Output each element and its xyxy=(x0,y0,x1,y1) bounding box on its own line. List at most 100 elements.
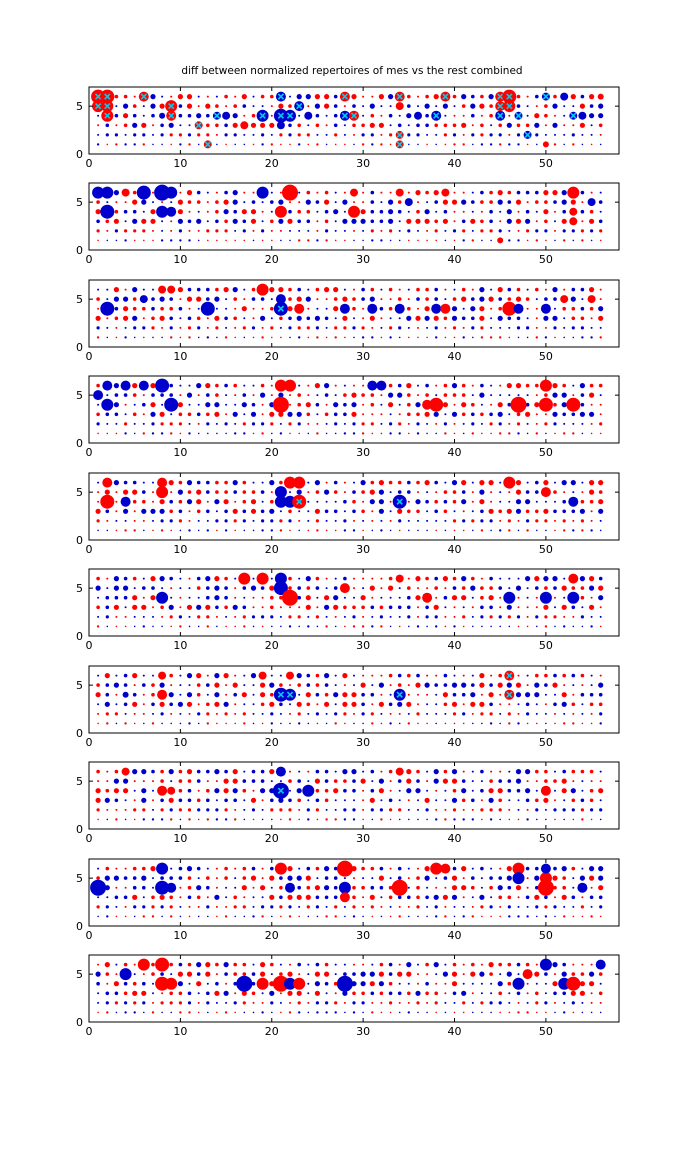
grid-dot xyxy=(517,336,520,339)
grid-dot xyxy=(371,877,374,880)
grid-dot xyxy=(572,336,575,339)
grid-dot xyxy=(480,595,484,600)
grid-dot xyxy=(115,519,118,522)
grid-dot xyxy=(196,383,202,389)
grid-dot xyxy=(398,587,401,590)
grid-dot xyxy=(224,605,228,610)
grid-dot xyxy=(114,412,119,417)
grid-dot xyxy=(132,595,138,601)
grid-dot xyxy=(360,981,366,987)
grid-dot xyxy=(397,200,402,204)
grid-dot xyxy=(471,915,474,918)
grid-dot xyxy=(334,143,337,146)
grid-dot xyxy=(561,866,567,872)
data-point xyxy=(92,186,105,199)
grid-dot xyxy=(352,104,356,108)
grid-dot xyxy=(343,412,347,417)
grid-dot xyxy=(580,209,585,214)
grid-dot xyxy=(452,297,457,301)
grid-dot xyxy=(152,877,154,880)
grid-dot xyxy=(471,94,475,99)
data-point xyxy=(156,862,169,875)
x-tick-label: 50 xyxy=(539,832,553,845)
grid-dot xyxy=(517,818,520,821)
grid-dot xyxy=(471,770,474,773)
x-tick-label: 20 xyxy=(265,639,279,652)
grid-dot xyxy=(142,1001,146,1005)
data-points xyxy=(93,378,581,413)
grid-dot xyxy=(526,317,529,320)
grid-dot xyxy=(279,895,283,900)
data-point xyxy=(568,496,579,507)
grid-dot xyxy=(124,1001,128,1005)
grid-dot xyxy=(343,779,347,783)
grid-dot xyxy=(186,190,193,196)
grid-dot xyxy=(270,219,274,224)
grid-dot xyxy=(316,703,319,706)
grid-dot xyxy=(270,143,273,146)
grid-dot xyxy=(306,885,311,890)
grid-dot xyxy=(243,114,246,117)
grid-dot xyxy=(132,866,137,871)
grid-dot xyxy=(160,133,164,137)
grid-dot xyxy=(314,981,320,987)
grid-dot xyxy=(480,712,484,716)
grid-dot xyxy=(260,392,266,398)
grid-dot xyxy=(417,95,419,98)
grid-dot xyxy=(214,411,220,417)
grid-dot xyxy=(105,683,110,687)
grid-dot xyxy=(517,432,520,435)
grid-dot xyxy=(97,1011,99,1014)
grid-dot xyxy=(261,229,265,233)
grid-dot xyxy=(590,432,593,435)
grid-dot xyxy=(599,1011,602,1014)
grid-dot xyxy=(508,114,511,117)
grid-dot xyxy=(434,576,439,581)
grid-dot xyxy=(344,336,346,339)
grid-dot xyxy=(133,143,136,146)
grid-dot xyxy=(470,103,476,109)
grid-dot xyxy=(453,674,456,677)
grid-dot xyxy=(333,604,339,610)
grid-dot xyxy=(206,336,209,339)
grid-dot xyxy=(499,210,502,213)
grid-dot xyxy=(333,480,338,485)
grid-dot xyxy=(553,808,557,812)
grid-dot xyxy=(150,209,156,215)
grid-dot xyxy=(106,722,109,725)
grid-dot xyxy=(197,133,201,137)
grid-dot xyxy=(271,336,273,339)
grid-dot xyxy=(270,133,273,136)
grid-dot xyxy=(197,422,200,425)
grid-dot xyxy=(104,797,110,803)
grid-dot xyxy=(188,982,191,985)
dot-grid xyxy=(95,576,604,628)
grid-dot xyxy=(453,615,456,618)
grid-dot xyxy=(563,143,565,146)
grid-dot xyxy=(106,770,109,773)
grid-dot xyxy=(398,789,401,792)
cross-marker xyxy=(296,102,303,110)
grid-dot xyxy=(178,615,182,619)
grid-dot xyxy=(589,411,595,417)
grid-dot xyxy=(380,133,383,136)
grid-dot xyxy=(196,798,201,803)
grid-dot xyxy=(270,674,273,677)
grid-dot xyxy=(535,229,539,233)
grid-dot xyxy=(461,94,467,100)
grid-dot xyxy=(105,133,109,137)
grid-dot xyxy=(398,982,401,985)
grid-dot xyxy=(599,210,602,213)
grid-dot xyxy=(197,877,200,880)
grid-dot xyxy=(334,712,338,716)
grid-dot xyxy=(132,287,138,293)
grid-dot xyxy=(152,808,154,811)
grid-dot xyxy=(425,808,429,812)
grid-dot xyxy=(499,722,502,725)
grid-dot xyxy=(261,712,264,715)
grid-dot xyxy=(114,113,119,118)
grid-dot xyxy=(599,1001,602,1004)
grid-dot xyxy=(517,210,520,213)
grid-dot xyxy=(361,123,365,128)
grid-dot xyxy=(150,576,156,582)
